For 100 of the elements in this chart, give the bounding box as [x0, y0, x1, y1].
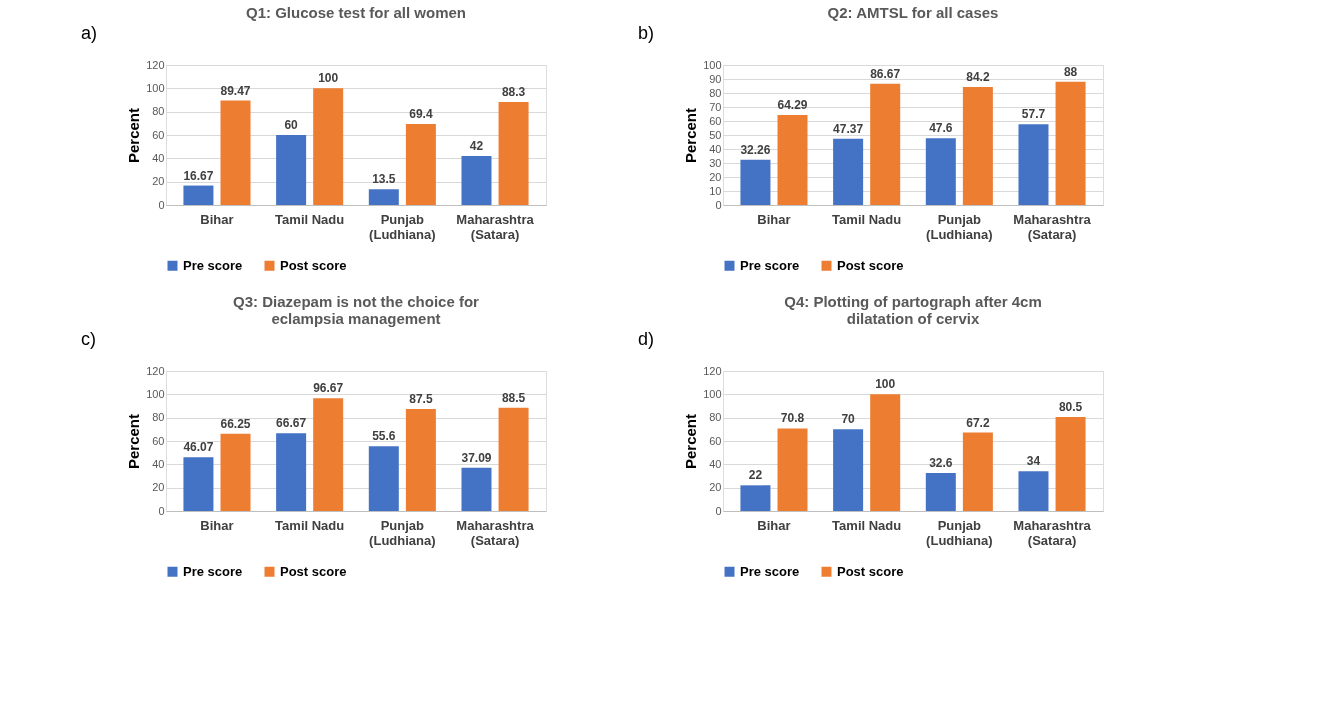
x-tick-label: Tamil Nadu: [832, 517, 902, 533]
chart-title: Q4: Plotting of partograph after 4cm dilatation of cervix: [784, 293, 1042, 327]
data-label: 96.67: [313, 381, 344, 396]
y-tick-label: 20: [709, 481, 722, 494]
text: c): [81, 329, 96, 349]
bar: [405, 408, 436, 511]
y-tick-label: 100: [146, 81, 165, 94]
y-tick-label: 60: [709, 434, 722, 447]
legend-label: Pre score: [183, 257, 243, 273]
bar: [833, 429, 864, 511]
y-tick-label: 70: [709, 100, 722, 113]
x-tick-label: Bihar: [200, 517, 234, 533]
bar: [1055, 417, 1086, 511]
bar: [1018, 124, 1049, 205]
x-tick-label: Maharashtra (Satara): [1013, 517, 1092, 548]
legend-label: Post score: [280, 257, 347, 273]
y-tick-label: 60: [152, 434, 165, 447]
bar: [962, 87, 993, 205]
x-tick-label: Punjab (Ludhiana): [926, 211, 993, 242]
y-tick-label: 20: [152, 481, 165, 494]
bar: [777, 114, 808, 205]
legend-label: Pre score: [740, 257, 800, 273]
bar: [313, 88, 344, 205]
legend-label: Pre score: [183, 563, 243, 579]
bar: [405, 124, 436, 205]
y-tick-label: 120: [146, 364, 165, 377]
x-tick-label: Maharashtra (Satara): [1013, 211, 1092, 242]
data-label: 88.5: [501, 390, 526, 405]
bar: [870, 83, 901, 205]
data-label: 100: [318, 71, 339, 86]
data-label: 89.47: [220, 83, 251, 98]
text: a): [81, 23, 98, 43]
bar: [276, 135, 307, 205]
bar: [962, 432, 993, 511]
y-tick-label: 30: [709, 156, 722, 169]
data-label: 84.2: [966, 70, 990, 85]
bar: [1018, 471, 1049, 511]
x-tick-label: Tamil Nadu: [832, 211, 902, 227]
data-label: 88.3: [501, 84, 526, 99]
data-label: 66.67: [276, 416, 307, 431]
y-tick-label: 40: [152, 457, 165, 470]
y-tick-label: 40: [709, 457, 722, 470]
data-label: 57.7: [1021, 107, 1046, 122]
data-label: 80.5: [1058, 400, 1083, 415]
chart-title: Q1: Glucose test for all women: [245, 4, 467, 21]
bar: [368, 189, 399, 205]
y-tick-label: 100: [703, 58, 722, 71]
y-axis-title: Percent: [682, 107, 700, 164]
data-label: 67.2: [966, 415, 990, 430]
bar: [276, 433, 307, 511]
bar: [777, 428, 808, 511]
x-tick-label: Punjab (Ludhiana): [926, 517, 993, 548]
y-axis-title: Percent: [682, 413, 700, 470]
data-label: 100: [875, 377, 896, 392]
y-tick-label: 20: [152, 175, 165, 188]
data-label: 13.5: [372, 172, 396, 187]
data-label: 66.25: [220, 416, 251, 431]
legend-label: Post score: [837, 257, 904, 273]
y-tick-label: 40: [709, 142, 722, 155]
y-tick-label: 90: [709, 72, 722, 85]
y-tick-label: 80: [152, 105, 165, 118]
y-tick-label: 100: [146, 387, 165, 400]
text: b): [638, 23, 655, 43]
legend-label: Post score: [837, 563, 904, 579]
data-label: 87.5: [409, 391, 433, 406]
x-tick-label: Tamil Nadu: [275, 517, 345, 533]
data-label: 64.29: [777, 97, 808, 112]
bar: [498, 407, 529, 511]
y-tick-label: 80: [709, 411, 722, 424]
data-label: 69.4: [409, 107, 433, 122]
y-tick-label: 0: [158, 504, 165, 517]
x-tick-label: Punjab (Ludhiana): [369, 517, 436, 548]
data-label: 70: [841, 412, 856, 427]
data-label: 46.07: [183, 440, 214, 455]
bar: [461, 467, 492, 511]
bar: [740, 485, 771, 511]
data-label: 70.8: [780, 411, 805, 426]
x-tick-label: Bihar: [757, 211, 791, 227]
y-tick-label: 80: [152, 411, 165, 424]
bar: [925, 138, 956, 205]
x-tick-label: Maharashtra (Satara): [456, 211, 535, 242]
x-tick-label: Bihar: [200, 211, 234, 227]
data-label: 37.09: [461, 450, 492, 465]
bar: [833, 138, 864, 205]
x-tick-label: Tamil Nadu: [275, 211, 345, 227]
y-tick-label: 0: [158, 198, 165, 211]
data-label: 47.6: [929, 121, 953, 136]
y-axis-title: Percent: [125, 413, 143, 470]
data-label: 55.6: [372, 429, 396, 444]
bar: [498, 101, 529, 205]
legend-label: Post score: [280, 563, 347, 579]
y-tick-label: 120: [703, 364, 722, 377]
y-tick-label: 0: [715, 504, 722, 517]
bar: [220, 433, 251, 511]
y-tick-label: 60: [152, 128, 165, 141]
data-label: 47.37: [833, 121, 864, 136]
bar: [313, 398, 344, 511]
y-tick-label: 10: [709, 184, 722, 197]
bar: [368, 446, 399, 511]
data-label: 86.67: [870, 66, 901, 81]
